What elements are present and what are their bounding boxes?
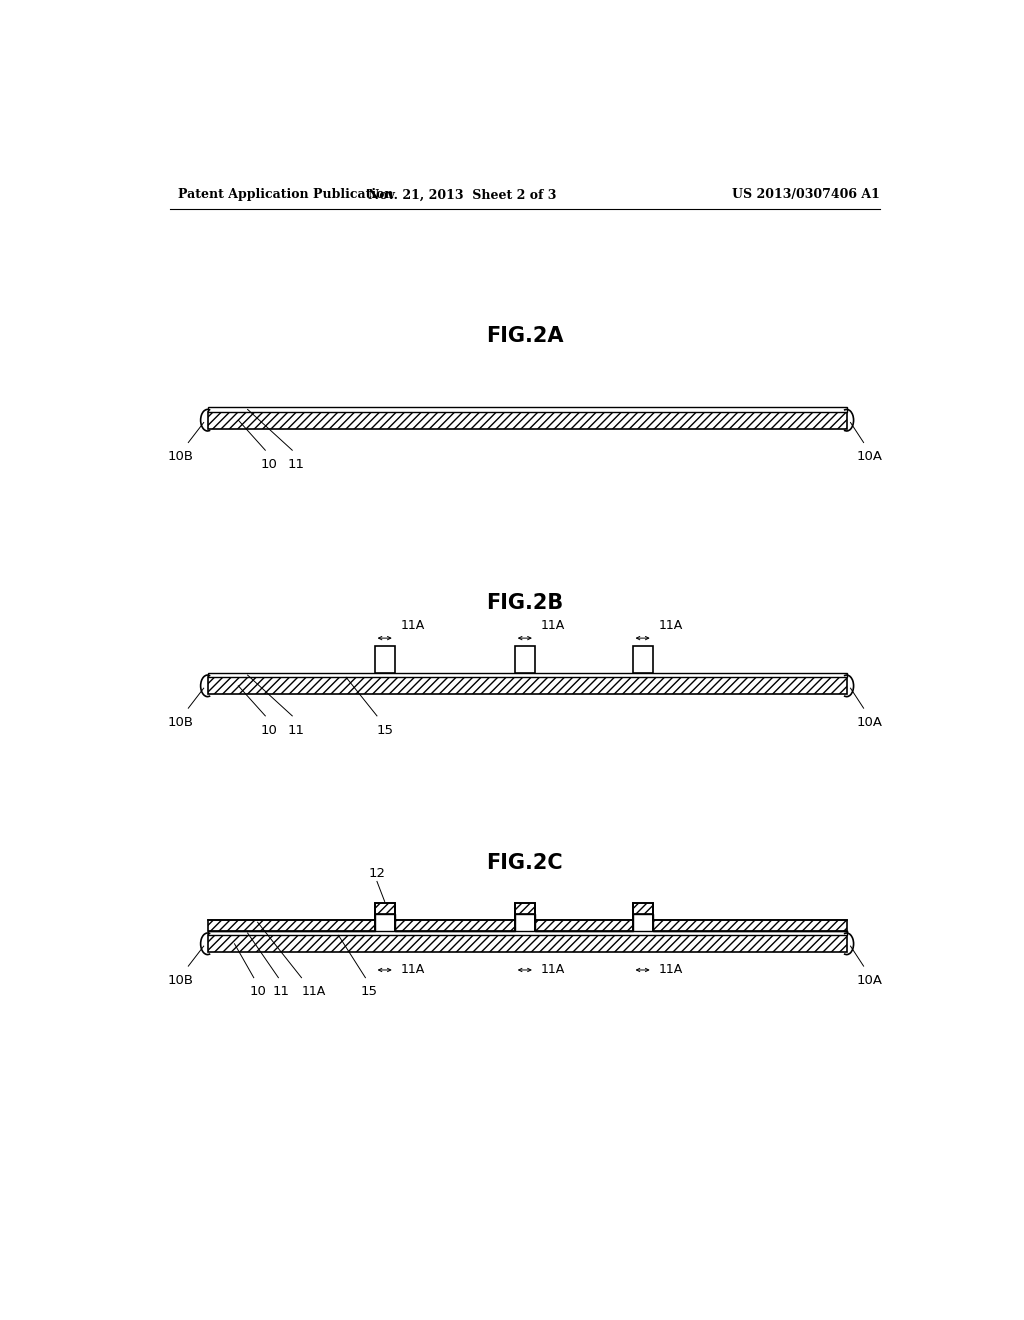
Text: 10B: 10B: [168, 715, 194, 729]
Bar: [208, 673, 847, 677]
Text: US 2013/0307406 A1: US 2013/0307406 A1: [732, 189, 880, 202]
Text: 11A: 11A: [541, 619, 565, 632]
Text: FIG.2A: FIG.2A: [486, 326, 563, 346]
Text: 15: 15: [360, 985, 378, 998]
Text: FIG.2B: FIG.2B: [486, 594, 563, 614]
Text: 11: 11: [288, 458, 304, 471]
Text: 11A: 11A: [658, 619, 683, 632]
Text: 11A: 11A: [400, 964, 425, 977]
Text: 10A: 10A: [857, 450, 883, 463]
Text: 11: 11: [288, 723, 304, 737]
Bar: [208, 407, 847, 412]
Text: 10: 10: [261, 723, 278, 737]
Text: Nov. 21, 2013  Sheet 2 of 3: Nov. 21, 2013 Sheet 2 of 3: [368, 189, 556, 202]
Text: 10B: 10B: [168, 450, 194, 463]
Text: 11A: 11A: [400, 619, 425, 632]
Text: 10: 10: [261, 458, 278, 471]
Text: 11A: 11A: [541, 964, 565, 977]
Text: FIG.2C: FIG.2C: [486, 853, 563, 873]
Bar: [208, 677, 847, 694]
Text: 12: 12: [369, 867, 385, 880]
Bar: [208, 931, 847, 936]
Text: 10A: 10A: [857, 715, 883, 729]
Text: 11A: 11A: [658, 964, 683, 977]
Bar: [208, 412, 847, 429]
Bar: [208, 936, 847, 952]
Text: 11: 11: [272, 985, 289, 998]
Bar: [515, 645, 535, 673]
Text: 10: 10: [249, 985, 266, 998]
Text: 15: 15: [376, 723, 393, 737]
Polygon shape: [208, 903, 847, 931]
Bar: [633, 645, 652, 673]
Text: 10B: 10B: [168, 974, 194, 987]
Text: 11A: 11A: [301, 985, 326, 998]
Text: 10A: 10A: [857, 974, 883, 987]
Bar: [375, 645, 394, 673]
Text: Patent Application Publication: Patent Application Publication: [178, 189, 393, 202]
